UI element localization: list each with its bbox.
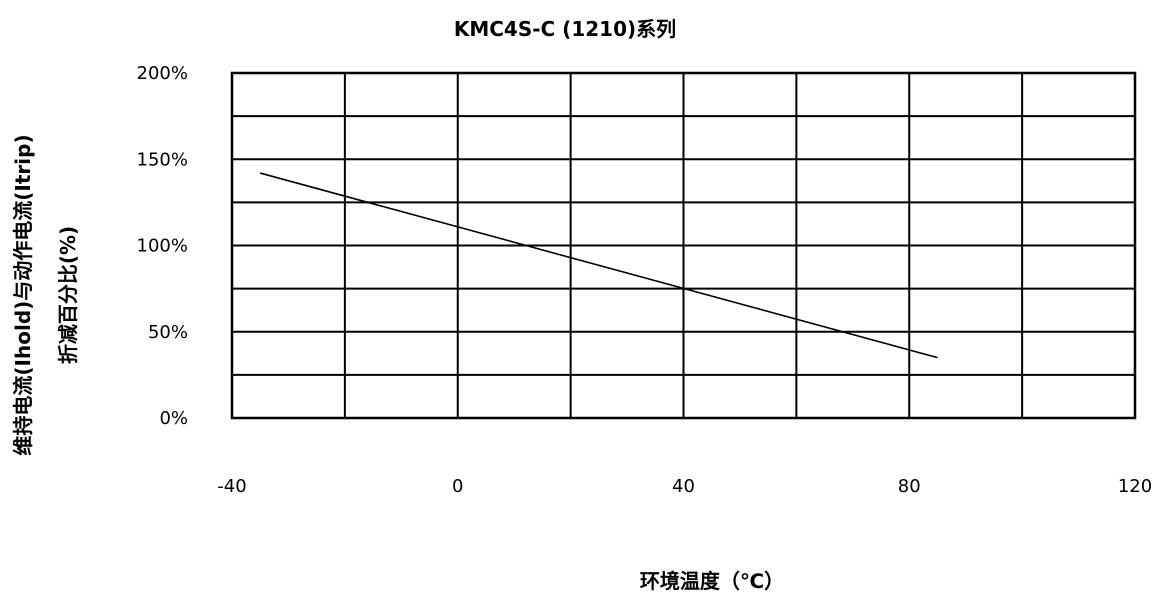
x-tick-labels: -40 0 40 80 120 [217,476,1152,497]
derating-line [260,172,938,359]
y-tick-labels: 0% 50% 100% 150% 200% [137,63,188,429]
y-tick-label: 100% [137,236,188,257]
y-tick-label: 200% [137,63,188,84]
y-tick-label: 50% [148,322,188,343]
x-tick-label: 80 [898,476,921,497]
x-tick-label: 0 [452,476,463,497]
plot-frame [230,71,1137,420]
chart-title: KMC4S-C (1210)系列 [454,17,676,41]
x-tick-label: -40 [217,476,246,497]
x-tick-label: 120 [1118,476,1152,497]
series-group [260,172,938,359]
plot-grid [232,73,1135,418]
y-axis-label-line-1: 维持电流(Ihold)与动作电流(Itrip) [11,134,35,455]
x-tick-label: 40 [672,476,695,497]
y-tick-label: 0% [159,408,188,429]
x-axis-label: 环境温度（℃） [640,569,784,593]
y-axis-label-line-2: 折减百分比(%) [56,226,80,364]
y-tick-label: 150% [137,149,188,170]
